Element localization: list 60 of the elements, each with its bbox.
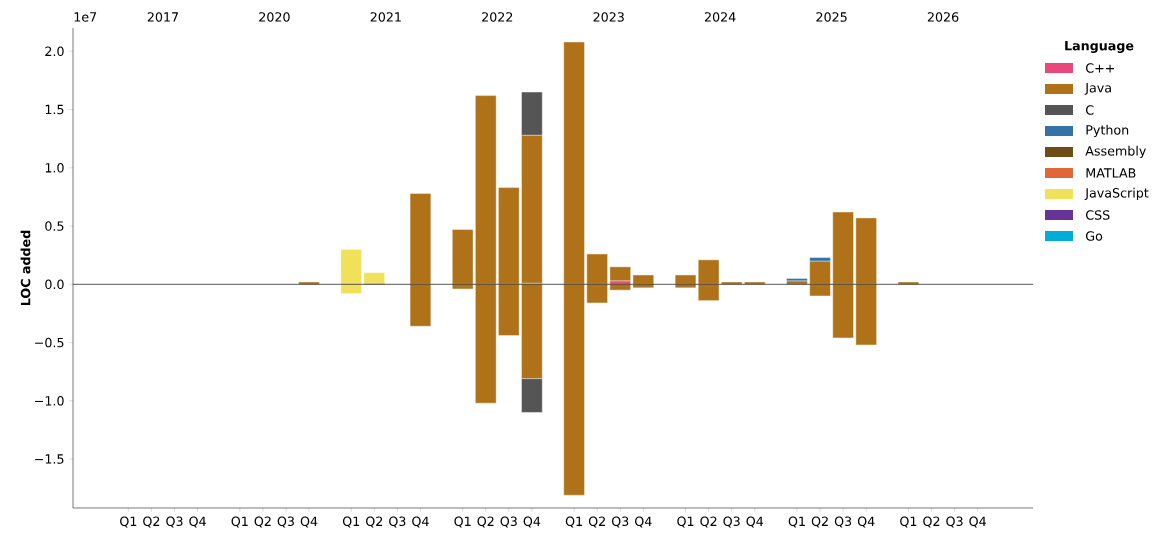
text: 2024 <box>704 12 736 22</box>
x-tick-label: Q3 <box>277 516 294 528</box>
text: 1e7 <box>74 12 97 22</box>
x-tick-label: Q2 <box>811 516 828 528</box>
legend-title: Language <box>1065 41 1134 53</box>
y-tick-label: 2.0 <box>45 46 64 57</box>
x-tick-label: Q4 <box>857 516 875 528</box>
x-tick-label: Q3 <box>834 516 852 528</box>
text: 2017 <box>147 12 179 22</box>
x-tick-label: Q2 <box>700 516 717 528</box>
text: 2021 <box>370 12 401 22</box>
x-tick-label: Q3 <box>723 516 740 528</box>
y-axis-title: LOC added <box>20 230 31 306</box>
x-tick-label: Q4 <box>300 516 318 528</box>
x-tick-label: Q2 <box>254 516 271 528</box>
x-tick-label: Q4 <box>523 516 541 528</box>
legend-label: C <box>1086 105 1094 115</box>
x-tick-label: Q1 <box>454 516 471 528</box>
x-tick-label: Q1 <box>565 516 582 528</box>
text: 2026 <box>927 12 959 22</box>
x-tick-label: Q3 <box>946 516 963 528</box>
x-tick-label: Q1 <box>120 516 137 528</box>
y-tick-label: −1.0 <box>35 396 64 406</box>
legend-label: MATLAB <box>1086 168 1136 178</box>
x-tick-label: Q2 <box>366 516 383 528</box>
legend-label: Assembly <box>1085 145 1146 159</box>
y-tick-label: 1.5 <box>45 104 64 115</box>
text: 2023 <box>593 12 624 22</box>
legend-label: CSS <box>1086 210 1110 220</box>
x-tick-label: Q4 <box>635 516 652 528</box>
legend-label: Java <box>1084 83 1111 95</box>
x-tick-label: Q2 <box>143 516 160 528</box>
x-tick-label: Q2 <box>923 516 940 528</box>
legend-label: JavaScript <box>1084 187 1149 201</box>
legend-label: C++ <box>1086 63 1115 73</box>
x-tick-label: Q3 <box>611 516 629 528</box>
x-tick-label: Q3 <box>166 516 183 528</box>
x-tick-label: Q4 <box>189 516 206 528</box>
text: 2025 <box>816 12 847 22</box>
y-tick-label: 0.5 <box>45 221 64 231</box>
x-tick-label: Q2 <box>477 516 494 528</box>
text: 2022 <box>482 12 513 22</box>
x-tick-label: Q3 <box>500 516 517 528</box>
x-tick-label: Q3 <box>389 516 406 528</box>
x-tick-label: Q1 <box>677 516 694 528</box>
legend-label: Python <box>1086 124 1129 138</box>
x-tick-label: Q1 <box>788 516 805 528</box>
text: 2020 <box>259 12 290 22</box>
y-tick-label: 1.0 <box>45 163 64 173</box>
x-tick-label: Q1 <box>342 516 360 528</box>
y-tick-label: 0.0 <box>45 279 64 290</box>
x-tick-label: Q2 <box>588 516 605 528</box>
x-tick-label: Q1 <box>231 516 248 528</box>
x-tick-label: Q4 <box>412 516 429 528</box>
x-tick-label: Q4 <box>746 516 764 528</box>
x-tick-label: Q4 <box>969 516 986 528</box>
y-tick-label: −1.5 <box>35 454 64 464</box>
legend-label: Go <box>1086 231 1103 241</box>
x-tick-label: Q1 <box>900 516 917 528</box>
y-tick-label: −0.5 <box>35 337 64 348</box>
